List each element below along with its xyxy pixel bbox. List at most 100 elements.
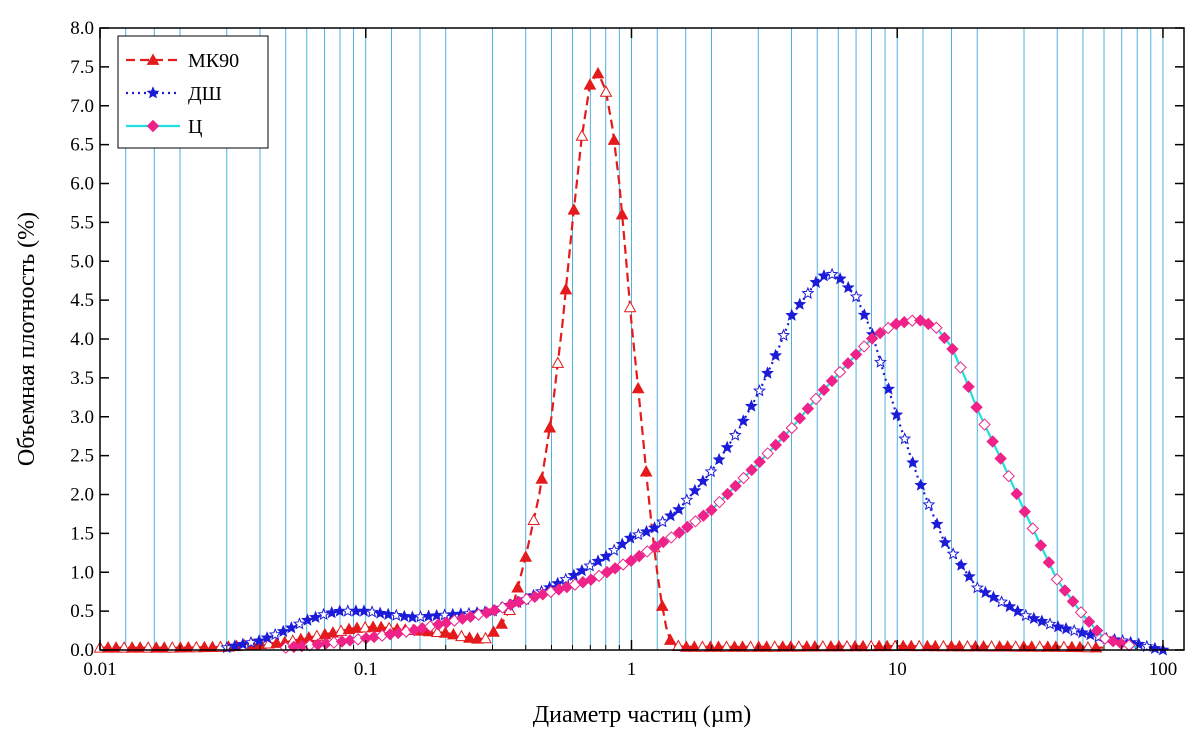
- x-axis-title: Диаметр частиц (µm): [533, 702, 752, 728]
- data-point: [824, 639, 838, 652]
- data-point: [583, 559, 597, 572]
- data-point: [1059, 621, 1073, 635]
- data-point: [688, 640, 701, 652]
- data-point: [825, 374, 839, 388]
- data-point: [840, 639, 854, 652]
- y-tick-label: 1.0: [70, 562, 94, 583]
- data-point: [405, 610, 419, 623]
- data-point: [631, 381, 645, 394]
- y-tick-label: 3.5: [70, 368, 94, 389]
- data-point: [680, 493, 694, 506]
- data-point: [487, 625, 500, 637]
- data-point: [591, 66, 605, 79]
- data-point: [946, 547, 960, 560]
- data-point: [228, 639, 242, 652]
- y-tick-label: 7.0: [70, 96, 94, 117]
- x-tick-label: 10: [888, 659, 907, 680]
- data-point: [906, 455, 920, 469]
- data-point: [276, 624, 290, 638]
- data-point: [696, 640, 709, 652]
- data-point: [954, 558, 968, 571]
- legend-label: ДШ: [188, 83, 222, 105]
- data-point: [430, 625, 444, 638]
- data-point: [785, 308, 799, 321]
- data-point: [623, 300, 637, 313]
- legend-box: [117, 35, 269, 149]
- data-point: [994, 452, 1007, 465]
- data-point: [1027, 611, 1041, 624]
- data-point: [1082, 615, 1096, 628]
- data-point: [681, 520, 694, 534]
- x-tick-label: 0.1: [354, 659, 378, 680]
- data-point: [962, 380, 975, 393]
- data-point: [970, 581, 984, 594]
- data-point: [689, 515, 702, 528]
- data-point: [551, 356, 565, 368]
- series-layer: [93, 66, 1170, 656]
- data-point: [744, 640, 757, 652]
- y-tick-label: 7.5: [70, 57, 94, 78]
- data-point: [1065, 640, 1079, 653]
- legend: МК90 ДШ Ц: [117, 35, 269, 149]
- data-point: [1074, 606, 1088, 619]
- data-point: [985, 640, 998, 652]
- data-point: [817, 383, 831, 397]
- data-point: [737, 471, 750, 485]
- data-point: [857, 340, 871, 353]
- data-point: [849, 289, 863, 303]
- data-point: [559, 282, 573, 295]
- y-tick-label: 3.0: [70, 407, 94, 428]
- data-point: [656, 515, 670, 528]
- data-point: [607, 133, 621, 145]
- data-point: [712, 640, 725, 652]
- data-point: [922, 317, 935, 331]
- data-point: [930, 321, 943, 334]
- data-point: [665, 531, 678, 544]
- data-point: [365, 605, 379, 618]
- legend-item: Ц: [126, 116, 202, 138]
- data-point: [696, 474, 710, 487]
- data-point: [679, 640, 693, 652]
- data-point: [1018, 505, 1031, 518]
- y-tick-label: 5.0: [70, 251, 94, 272]
- data-point: [422, 609, 436, 622]
- data-point: [874, 355, 887, 368]
- data-point: [720, 440, 734, 454]
- data-point: [260, 631, 274, 644]
- data-point: [753, 455, 766, 469]
- y-tick-label: 6.0: [70, 174, 94, 195]
- data-point: [713, 495, 726, 509]
- data-point: [575, 129, 589, 141]
- data-point: [777, 328, 791, 341]
- data-point: [1002, 469, 1015, 483]
- y-tick-label: 1.5: [70, 523, 94, 544]
- data-point: [350, 621, 364, 633]
- data-point: [736, 640, 749, 652]
- data-point: [993, 640, 1006, 652]
- data-point: [583, 78, 597, 90]
- series-line: [226, 271, 1164, 652]
- y-tick-label: 0.5: [70, 601, 94, 622]
- data-point: [198, 640, 211, 653]
- data-point: [768, 640, 782, 652]
- data-point: [357, 604, 371, 617]
- axes: 0.01 0.1 1 10 100 0.0 0.5 1.0 1.5 2.0 2.5 3.0 3.5 4.0…: [70, 18, 1184, 680]
- data-point: [655, 599, 669, 611]
- data-point: [809, 392, 823, 406]
- data-point: [575, 563, 589, 577]
- y-axis-title: Объемная плотность (%): [14, 212, 40, 466]
- legend-label: Ц: [188, 116, 202, 138]
- data-point: [688, 483, 702, 497]
- data-point: [832, 639, 846, 652]
- data-point: [649, 540, 662, 553]
- data-point: [995, 595, 1009, 608]
- data-point: [463, 631, 476, 643]
- data-point: [301, 613, 314, 626]
- data-point: [607, 543, 621, 556]
- data-point: [1140, 639, 1154, 653]
- data-point: [527, 513, 541, 525]
- data-point: [641, 545, 654, 558]
- data-point: [938, 331, 951, 345]
- data-point: [599, 549, 613, 562]
- data-point: [881, 321, 895, 335]
